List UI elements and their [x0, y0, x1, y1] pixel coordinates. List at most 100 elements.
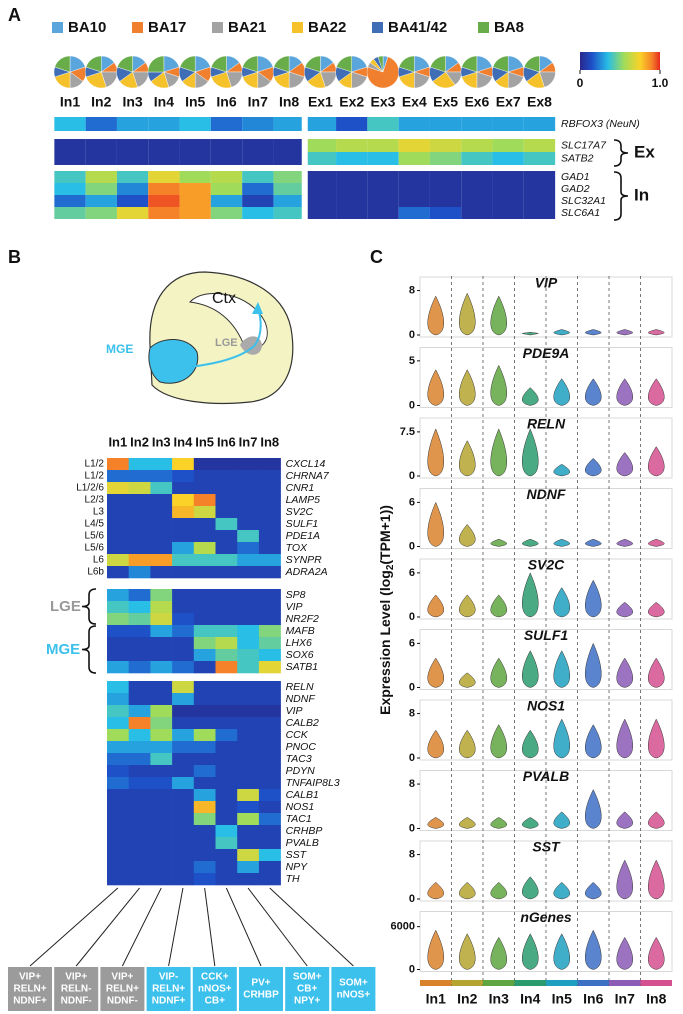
violin [647, 811, 665, 829]
heatmap-cell [215, 717, 238, 730]
violin [427, 729, 445, 759]
heatmap-cell [193, 837, 216, 850]
heatmap-cell [150, 494, 173, 507]
heatmap-cell [398, 152, 430, 165]
heatmap-cell [215, 506, 238, 519]
gene-label: CALB2 [286, 717, 319, 729]
legend-label: BA10 [68, 19, 106, 36]
violin [458, 369, 476, 406]
heatmap-cell [492, 195, 524, 207]
violin [521, 817, 539, 829]
gene-label: CXCL14 [286, 458, 326, 470]
heatmap-cell [150, 789, 173, 802]
column-label: Ex3 [371, 94, 396, 110]
type-label: VIP+ [111, 972, 133, 983]
heatmap-cell [492, 183, 524, 195]
type-box [54, 967, 99, 1011]
heatmap-cell [215, 813, 238, 826]
legend-label: BA8 [494, 19, 524, 36]
heatmap-cell [215, 542, 238, 555]
heatmap-cell [492, 207, 524, 219]
violin [521, 428, 539, 477]
violin [553, 811, 571, 829]
heatmap-cell [150, 705, 173, 718]
heatmap-cell [237, 589, 260, 602]
heatmap-cell [85, 207, 117, 219]
heatmap-cell [492, 139, 524, 152]
heatmap-cell [85, 171, 117, 183]
heatmap-cell [150, 530, 173, 543]
column-label: In2 [130, 434, 149, 449]
heatmap-cell [258, 681, 281, 694]
gene-label: VIP [286, 705, 303, 717]
heatmap-cell [398, 171, 430, 183]
heatmap-cell [54, 195, 86, 207]
heatmap-cell [193, 729, 216, 742]
type-label: PV+ [251, 978, 270, 989]
heatmap-cell [215, 837, 238, 850]
diagram-label: LGE [215, 337, 238, 349]
y-tick-label: 0 [409, 752, 415, 764]
gene-label: SOX6 [286, 649, 314, 661]
y-tick-label: 7.5 [400, 426, 415, 438]
cluster-label: In1 [426, 991, 446, 1007]
column-label: In2 [91, 94, 111, 110]
brace [81, 625, 97, 674]
heatmap-cell [172, 649, 195, 662]
heatmap-cell [148, 117, 180, 131]
y-tick-label: 6 [409, 567, 415, 579]
heatmap-cell [193, 801, 216, 814]
heatmap-cell [461, 139, 493, 152]
heatmap-cell [215, 753, 238, 766]
heatmap-cell [429, 117, 462, 131]
gene-label: SULF1 [286, 518, 319, 530]
heatmap-cell [523, 207, 556, 219]
heatmap-cell [258, 789, 281, 802]
heatmap-cell [336, 183, 368, 195]
type-label: VIP+ [19, 972, 41, 983]
heatmap-cell [193, 601, 216, 614]
heatmap-cell [237, 518, 260, 531]
heatmap-cell [215, 625, 238, 638]
violin [521, 538, 539, 547]
heatmap-cell [179, 195, 211, 207]
heatmap-cell [85, 117, 117, 131]
gene-label: CNR1 [286, 482, 315, 494]
connector [75, 887, 140, 967]
heatmap-cell [54, 117, 86, 131]
heatmap-cell [128, 625, 151, 638]
heatmap-cell [258, 637, 281, 650]
heatmap-cell [193, 530, 216, 543]
heatmap-cell [237, 741, 260, 754]
heatmap-cell [128, 801, 151, 814]
type-box [100, 967, 145, 1011]
type-label: nNOS+ [337, 990, 371, 1001]
heatmap-cell [242, 139, 274, 152]
heatmap-cell [258, 873, 281, 886]
column-label: In6 [216, 94, 236, 110]
pie-slice [377, 55, 384, 73]
column-label: In4 [154, 94, 174, 110]
legend-swatch [212, 22, 223, 33]
heatmap-cell [172, 789, 195, 802]
column-label: Ex8 [527, 94, 552, 110]
type-label: RELN- [61, 984, 92, 995]
heatmap-cell [107, 470, 129, 483]
violin [427, 929, 445, 970]
brace-label: MGE [46, 641, 80, 658]
column-label: Ex4 [402, 94, 427, 110]
connector [29, 887, 119, 967]
violin [521, 387, 539, 406]
type-label: CCK+ [201, 972, 229, 983]
heatmap-cell [150, 849, 173, 862]
heatmap-cell [193, 458, 216, 471]
column-label: In3 [122, 94, 142, 110]
heatmap-cell [107, 765, 129, 778]
cluster-label: In3 [489, 991, 509, 1007]
brace [613, 171, 629, 221]
heatmap-cell [258, 601, 281, 614]
heatmap-cell [128, 741, 151, 754]
violin [647, 657, 665, 688]
heatmap-cell [150, 458, 173, 471]
heatmap-cell [193, 554, 216, 567]
